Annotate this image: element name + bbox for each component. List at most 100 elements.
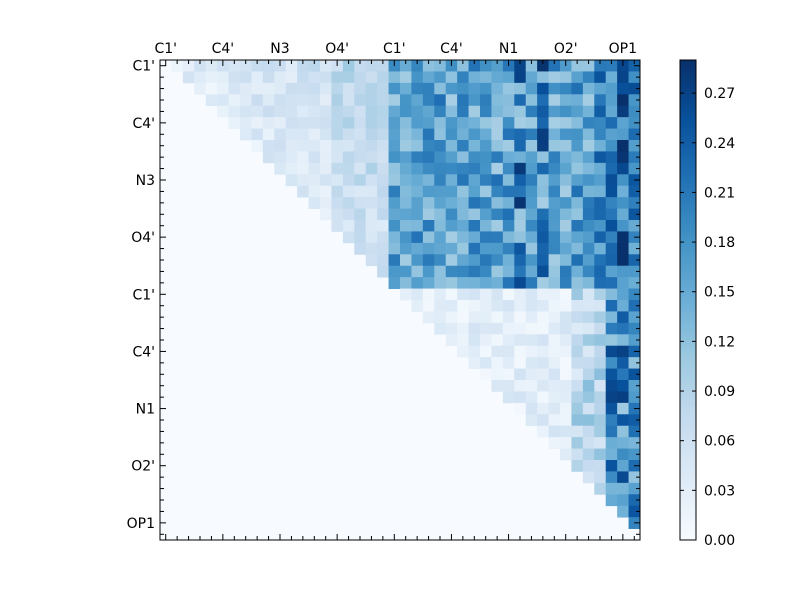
heatmap-cell bbox=[605, 357, 618, 369]
heatmap-cell bbox=[514, 140, 527, 152]
heatmap-cell bbox=[285, 162, 298, 175]
heatmap-cell bbox=[297, 140, 309, 152]
heatmap-cell bbox=[422, 174, 435, 187]
heatmap-cell bbox=[628, 162, 641, 175]
heatmap-cell bbox=[548, 380, 561, 392]
heatmap-cell bbox=[502, 197, 515, 209]
heatmap-cell bbox=[617, 300, 629, 312]
heatmap-cell bbox=[320, 128, 332, 141]
heatmap-cell bbox=[480, 242, 492, 255]
heatmap-cell bbox=[491, 94, 504, 107]
heatmap-cell bbox=[628, 128, 641, 141]
heatmap-cell bbox=[274, 151, 287, 164]
heatmap-cell bbox=[502, 265, 515, 278]
heatmap-cell bbox=[617, 220, 629, 232]
heatmap-cell bbox=[354, 105, 367, 118]
heatmap-cell bbox=[605, 71, 618, 84]
heatmap-cell bbox=[582, 460, 595, 472]
heatmap-cell bbox=[605, 105, 618, 118]
heatmap-cell bbox=[548, 117, 561, 129]
heatmap-cell bbox=[297, 60, 309, 72]
heatmap-cell bbox=[525, 140, 538, 152]
heatmap-cell bbox=[251, 82, 264, 95]
heatmap-cell bbox=[205, 94, 218, 107]
heatmap-cell bbox=[594, 82, 607, 95]
heatmap-cell bbox=[628, 471, 641, 484]
heatmap-cell bbox=[537, 368, 549, 381]
heatmap-cell bbox=[491, 105, 504, 118]
heatmap-cell bbox=[400, 265, 412, 278]
heatmap-cell bbox=[525, 277, 538, 289]
heatmap-cell bbox=[548, 197, 561, 209]
y-tick-label: C4' bbox=[132, 116, 155, 132]
heatmap-cell bbox=[445, 300, 458, 312]
heatmap-cell bbox=[297, 105, 309, 118]
x-tick-label: O4' bbox=[325, 41, 349, 57]
heatmap-cell bbox=[297, 82, 309, 95]
heatmap-cell bbox=[560, 277, 572, 289]
heatmap-cell bbox=[514, 128, 527, 141]
heatmap-cell bbox=[525, 174, 538, 187]
heatmap-cell bbox=[468, 254, 481, 267]
heatmap-cell bbox=[411, 151, 424, 164]
heatmap-cell bbox=[560, 357, 572, 369]
heatmap-cell bbox=[605, 220, 618, 232]
heatmap-cell bbox=[502, 242, 515, 255]
heatmap-cell bbox=[525, 117, 538, 129]
heatmap-cell bbox=[571, 402, 584, 415]
heatmap-cell bbox=[354, 60, 367, 72]
heatmap-cell bbox=[514, 334, 527, 347]
heatmap-cell bbox=[537, 380, 549, 392]
heatmap-cell bbox=[560, 208, 572, 221]
heatmap-cell bbox=[468, 82, 481, 95]
colorbar-tick-label: 0.24 bbox=[704, 136, 735, 152]
heatmap-cell bbox=[560, 94, 572, 107]
heatmap-cell bbox=[308, 162, 321, 175]
heatmap-cell bbox=[354, 151, 367, 164]
heatmap-cell bbox=[297, 151, 309, 164]
heatmap-cell bbox=[480, 185, 492, 198]
heatmap-cell bbox=[480, 368, 492, 381]
heatmap-cell bbox=[548, 94, 561, 107]
heatmap-cell bbox=[617, 208, 629, 221]
heatmap-cell bbox=[434, 82, 447, 95]
heatmap-cell bbox=[605, 482, 618, 495]
heatmap-cell bbox=[560, 402, 572, 415]
heatmap-cell bbox=[480, 60, 492, 72]
heatmap-cell bbox=[320, 82, 332, 95]
heatmap-cell bbox=[342, 185, 355, 198]
heatmap-cell bbox=[377, 254, 389, 267]
heatmap-cell bbox=[594, 265, 607, 278]
heatmap-cell bbox=[342, 60, 355, 72]
heatmap-cell bbox=[560, 128, 572, 141]
y-tick-label: C4' bbox=[132, 344, 155, 360]
heatmap-cell bbox=[502, 334, 515, 347]
heatmap-cell bbox=[605, 322, 618, 335]
heatmap-cell bbox=[240, 71, 252, 84]
heatmap-cell bbox=[617, 231, 629, 244]
colorbar-ticks: 0.00 0.03 0.06 0.09 0.12 0.15 0.18 0.21 0.24 0.27 bbox=[680, 86, 735, 549]
heatmap-cell bbox=[480, 277, 492, 289]
heatmap-cell bbox=[537, 220, 549, 232]
heatmap-cell bbox=[262, 117, 275, 129]
heatmap-cell bbox=[468, 105, 481, 118]
heatmap-cell bbox=[308, 117, 321, 129]
heatmap-cell bbox=[560, 345, 572, 358]
heatmap-cell bbox=[251, 94, 264, 107]
heatmap-cell bbox=[548, 437, 561, 449]
heatmap-cell bbox=[502, 185, 515, 198]
heatmap-cell bbox=[331, 117, 344, 129]
heatmap-cell bbox=[628, 482, 641, 495]
heatmap-cell bbox=[560, 140, 572, 152]
heatmap-cell bbox=[548, 60, 561, 72]
heatmap-cell bbox=[365, 60, 378, 72]
heatmap-cell bbox=[491, 82, 504, 95]
heatmap-cell bbox=[594, 242, 607, 255]
heatmap-cell bbox=[594, 425, 607, 438]
heatmap-cell bbox=[377, 162, 389, 175]
heatmap-cell bbox=[365, 82, 378, 95]
heatmap-cell bbox=[468, 311, 481, 324]
heatmap-cell bbox=[514, 277, 527, 289]
heatmap-cell bbox=[525, 220, 538, 232]
heatmap-cell bbox=[605, 265, 618, 278]
